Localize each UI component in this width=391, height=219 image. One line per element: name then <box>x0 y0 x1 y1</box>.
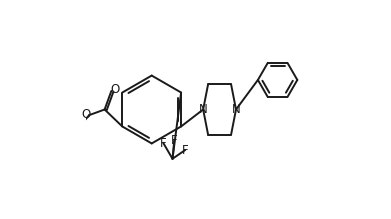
Text: N: N <box>199 103 208 116</box>
Text: F: F <box>171 134 178 147</box>
Text: O: O <box>81 108 91 121</box>
Text: O: O <box>111 83 120 96</box>
Text: F: F <box>160 136 167 150</box>
Text: N: N <box>231 103 240 116</box>
Text: F: F <box>182 143 188 157</box>
